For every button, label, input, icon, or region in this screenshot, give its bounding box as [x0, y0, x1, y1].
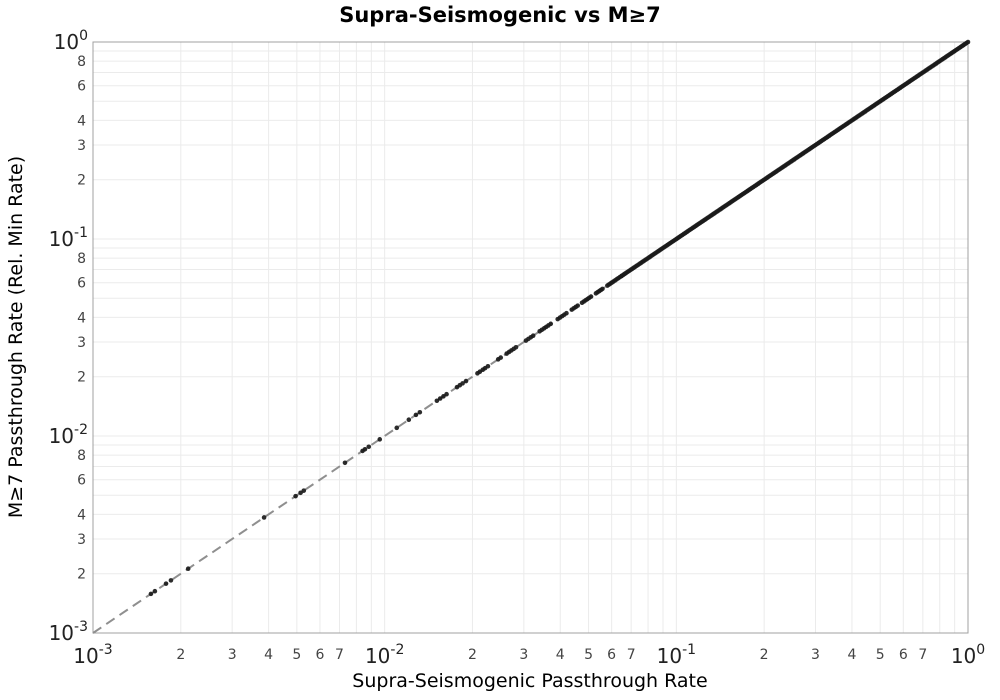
svg-text:6: 6 — [77, 473, 86, 489]
svg-text:3: 3 — [519, 647, 528, 663]
svg-text:7: 7 — [335, 647, 344, 663]
svg-text:2: 2 — [77, 370, 86, 386]
svg-text:10-3: 10-3 — [49, 619, 88, 645]
svg-text:3: 3 — [77, 335, 86, 351]
svg-text:4: 4 — [556, 647, 565, 663]
svg-text:4: 4 — [847, 647, 856, 663]
svg-text:6: 6 — [607, 647, 616, 663]
svg-text:3: 3 — [811, 647, 820, 663]
svg-text:5: 5 — [876, 647, 885, 663]
svg-text:4: 4 — [77, 113, 86, 129]
svg-text:2: 2 — [176, 647, 185, 663]
svg-text:7: 7 — [627, 647, 636, 663]
svg-text:2: 2 — [77, 173, 86, 189]
svg-text:6: 6 — [77, 276, 86, 292]
svg-text:8: 8 — [77, 448, 86, 464]
svg-text:7: 7 — [918, 647, 927, 663]
svg-text:8: 8 — [77, 251, 86, 267]
y-tick-labels: 100 10-1 10-2 10-3 8 6 4 3 2 8 6 4 3 2 8 6 4 3 2 — [49, 28, 88, 645]
svg-text:10-1: 10-1 — [657, 642, 696, 668]
scatter-points — [148, 39, 971, 597]
svg-text:2: 2 — [468, 647, 477, 663]
svg-text:3: 3 — [228, 647, 237, 663]
chart-title: Supra-Seismogenic vs M≥7 — [339, 3, 661, 27]
svg-text:2: 2 — [760, 647, 769, 663]
svg-text:4: 4 — [77, 507, 86, 523]
svg-text:10-1: 10-1 — [49, 225, 88, 251]
svg-text:6: 6 — [899, 647, 908, 663]
svg-text:8: 8 — [77, 54, 86, 70]
svg-text:2: 2 — [77, 567, 86, 583]
svg-text:3: 3 — [77, 138, 86, 154]
svg-text:10-2: 10-2 — [49, 422, 88, 448]
svg-text:6: 6 — [315, 647, 324, 663]
plot-border — [92, 41, 969, 634]
svg-text:10-2: 10-2 — [365, 642, 404, 668]
svg-text:5: 5 — [292, 647, 301, 663]
svg-text:3: 3 — [77, 532, 86, 548]
svg-text:4: 4 — [264, 647, 273, 663]
y-axis-title: M≥7 Passthrough Rate (Rel. Min Rate) — [5, 155, 27, 519]
svg-text:100: 100 — [951, 642, 985, 668]
x-axis-title: Supra-Seismogenic Passthrough Rate — [352, 670, 708, 692]
svg-text:10-3: 10-3 — [73, 642, 112, 668]
svg-text:100: 100 — [54, 28, 88, 54]
svg-text:6: 6 — [77, 79, 86, 95]
svg-text:4: 4 — [77, 310, 86, 326]
svg-text:5: 5 — [584, 647, 593, 663]
gridlines — [92, 41, 969, 634]
